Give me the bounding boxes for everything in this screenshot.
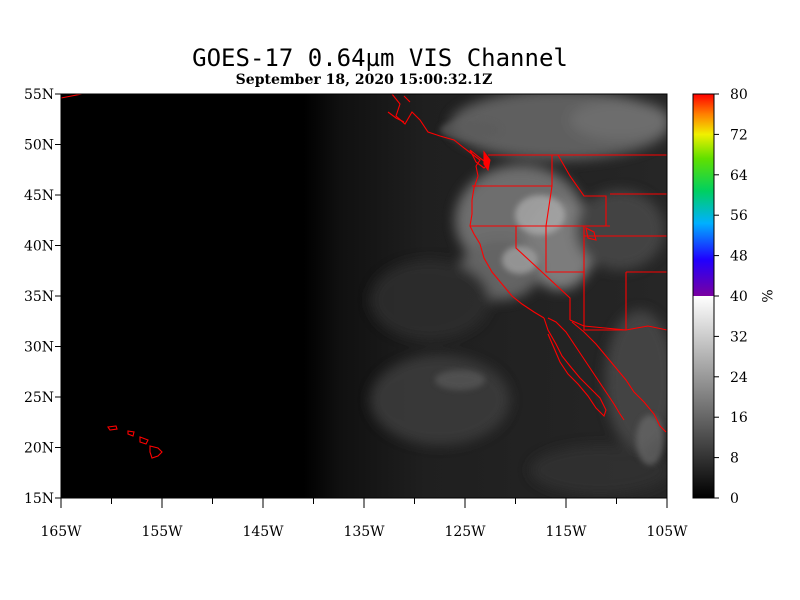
lon-tick-label: 125W xyxy=(444,524,486,540)
coastline-boundaries xyxy=(61,94,667,459)
colorbar-grayscale-segment xyxy=(693,296,714,498)
lat-tick-label: 50N xyxy=(24,138,54,154)
colorbar-tick-label: 72 xyxy=(730,127,748,143)
lat-tick-label: 45N xyxy=(24,188,54,204)
lat-tick-label: 25N xyxy=(24,390,54,406)
lat-tick-label: 30N xyxy=(24,340,54,356)
lon-tick-label: 145W xyxy=(242,524,284,540)
lat-tick-label: 20N xyxy=(24,441,54,457)
colorbar-tick-label: 8 xyxy=(730,451,739,467)
colorbar-unit: % xyxy=(758,289,774,302)
lon-tick-label: 135W xyxy=(343,524,385,540)
lat-tick-label: 35N xyxy=(24,289,54,305)
colorbar-tick-label: 56 xyxy=(730,208,748,224)
lat-tick-label: 55N xyxy=(24,87,54,103)
colorbar-tick-label: 64 xyxy=(730,168,748,184)
lat-tick-label: 40N xyxy=(24,239,54,255)
lon-tick-label: 165W xyxy=(40,524,82,540)
colorbar-tick-label: 40 xyxy=(730,289,748,305)
longitude-axis: 165W 155W 145W 135W 125W 115W 105W xyxy=(40,498,688,540)
colorbar-tick-label: 24 xyxy=(730,370,748,386)
map-subtitle: September 18, 2020 15:00:32.1Z xyxy=(235,72,493,88)
colorbar-tick-label: 32 xyxy=(730,329,748,345)
map-title: GOES-17 0.64µm VIS Channel xyxy=(192,44,568,72)
lon-tick-label: 105W xyxy=(646,524,688,540)
colorbar-tick-label: 16 xyxy=(730,410,748,426)
colorbar-tick-label: 80 xyxy=(730,87,748,103)
satellite-image xyxy=(61,94,667,498)
lat-tick-label: 15N xyxy=(24,491,54,507)
colorbar-rainbow-segment xyxy=(693,94,714,296)
colorbar-tick-label: 0 xyxy=(730,491,739,507)
colorbar-tick-label: 48 xyxy=(730,249,748,265)
lon-tick-label: 155W xyxy=(141,524,183,540)
lon-tick-label: 115W xyxy=(545,524,587,540)
latitude-axis: 55N 50N 45N 40N 35N 30N 25N 20N 15N xyxy=(24,87,61,507)
